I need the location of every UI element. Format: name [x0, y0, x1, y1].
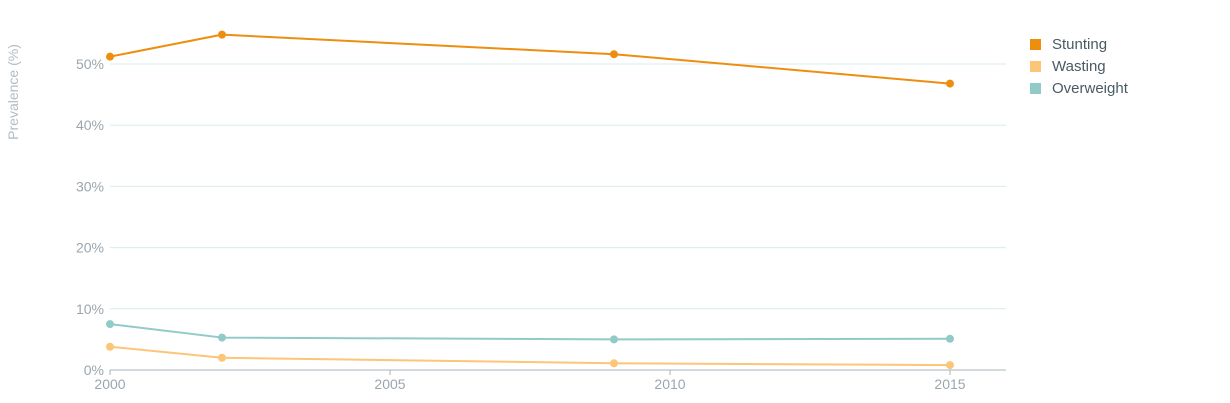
legend-swatch-wasting: [1030, 60, 1041, 72]
series-lines: [106, 30, 954, 370]
y-tick-label: 50%: [76, 56, 104, 72]
data-point-stunting: [610, 50, 618, 59]
series-line-wasting: [109, 345, 951, 367]
x-tick-label: 2015: [934, 376, 965, 392]
legend-label: Wasting: [1052, 57, 1106, 75]
legend: Stunting Wasting Overweight: [1030, 33, 1128, 99]
series-line-stunting: [109, 33, 951, 85]
series-line-overweight: [109, 323, 951, 341]
data-point-overweight: [106, 320, 114, 329]
legend-item-overweight[interactable]: Overweight: [1030, 77, 1128, 99]
y-tick-label: 10%: [76, 301, 104, 317]
y-tick-label: 40%: [76, 117, 104, 133]
data-point-overweight: [610, 335, 618, 344]
x-tick-label: 2010: [654, 376, 685, 392]
data-point-wasting: [218, 353, 226, 362]
x-tick-label: 2000: [94, 376, 125, 392]
y-tick-label: 30%: [76, 178, 104, 194]
legend-label: Overweight: [1052, 79, 1128, 97]
data-point-stunting: [106, 52, 114, 61]
x-tick-label: 2005: [374, 376, 405, 392]
series-wasting: [106, 342, 954, 370]
legend-swatch-overweight: [1030, 82, 1041, 94]
data-point-wasting: [946, 361, 954, 370]
gridlines: [110, 63, 1006, 310]
series-stunting: [106, 30, 954, 88]
y-tick-label: 20%: [76, 240, 104, 256]
y-axis-title: Prevalence (%): [5, 44, 21, 140]
data-point-stunting: [218, 30, 226, 39]
data-point-stunting: [946, 79, 954, 88]
data-point-overweight: [946, 334, 954, 343]
axes: 0% 10% 20% 30% 40% 50% 2000 2005 2010 2015: [76, 56, 1006, 392]
legend-item-wasting[interactable]: Wasting: [1030, 55, 1128, 77]
data-point-overweight: [218, 333, 226, 342]
legend-item-stunting[interactable]: Stunting: [1030, 33, 1128, 55]
data-point-wasting: [106, 342, 114, 351]
data-point-wasting: [610, 359, 618, 368]
legend-label: Stunting: [1052, 35, 1108, 53]
y-tick-label: 0%: [84, 362, 104, 378]
series-overweight: [106, 320, 954, 344]
legend-swatch-stunting: [1030, 38, 1041, 50]
